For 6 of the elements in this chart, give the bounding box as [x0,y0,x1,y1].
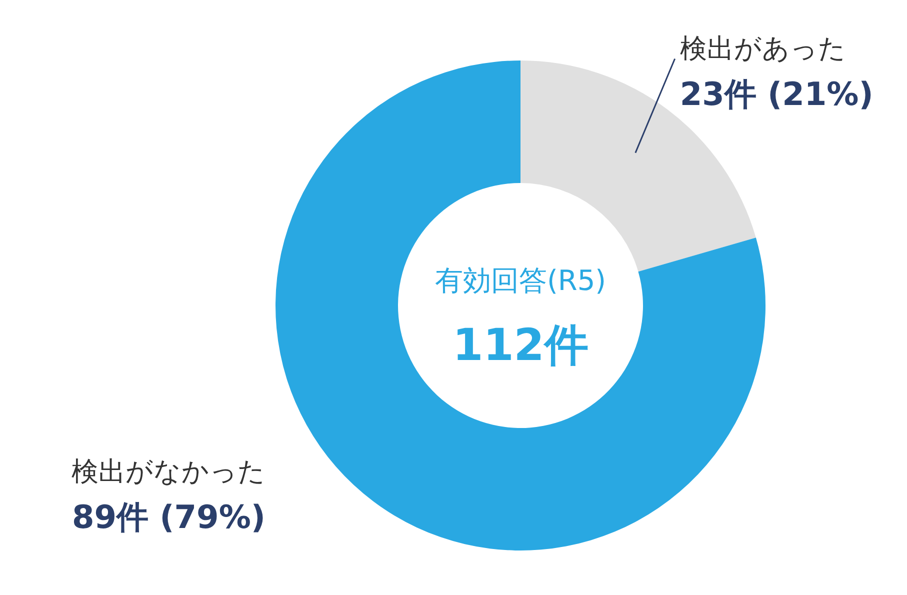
text: 112件 [452,320,588,371]
slice-label: 検出があった [680,33,846,64]
data-label: 23件 (21%) [680,74,874,113]
text: 有効回答(R5) [434,264,606,297]
slice-label: 検出がなかった [72,456,266,488]
data-label: 89件 (79%) [72,498,266,536]
